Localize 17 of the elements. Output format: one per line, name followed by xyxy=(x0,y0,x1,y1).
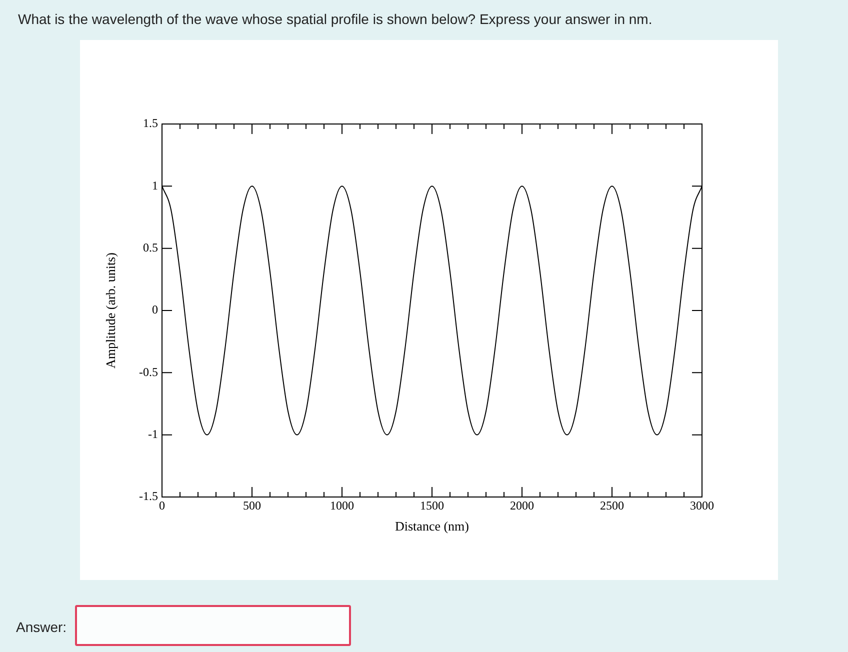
x-tick-label: 500 xyxy=(243,498,261,512)
y-tick-label: 0.5 xyxy=(143,240,158,254)
y-tick-label: 1.5 xyxy=(143,116,158,130)
y-tick-label: 1 xyxy=(152,178,158,192)
x-tick-label: 2500 xyxy=(600,498,624,512)
x-tick-label: 1500 xyxy=(420,498,444,512)
y-tick-label: -1.5 xyxy=(139,489,158,504)
x-tick-label: 2000 xyxy=(510,498,534,512)
x-tick-label: 3000 xyxy=(690,498,714,512)
y-tick-label: -1 xyxy=(148,426,158,441)
chart-title: What is the wavelength of the wave whose spatial profile is shown below? Express your answer in nm. xyxy=(18,11,652,27)
x-tick-label: 1000 xyxy=(330,498,354,512)
y-axis-title: Amplitude (arb. units) xyxy=(103,252,118,368)
y-tick-label: -0.5 xyxy=(139,364,158,379)
x-axis-title: Distance (nm) xyxy=(394,518,470,534)
text: Answer: xyxy=(16,619,67,635)
y-tick-label: 0 xyxy=(152,302,158,317)
